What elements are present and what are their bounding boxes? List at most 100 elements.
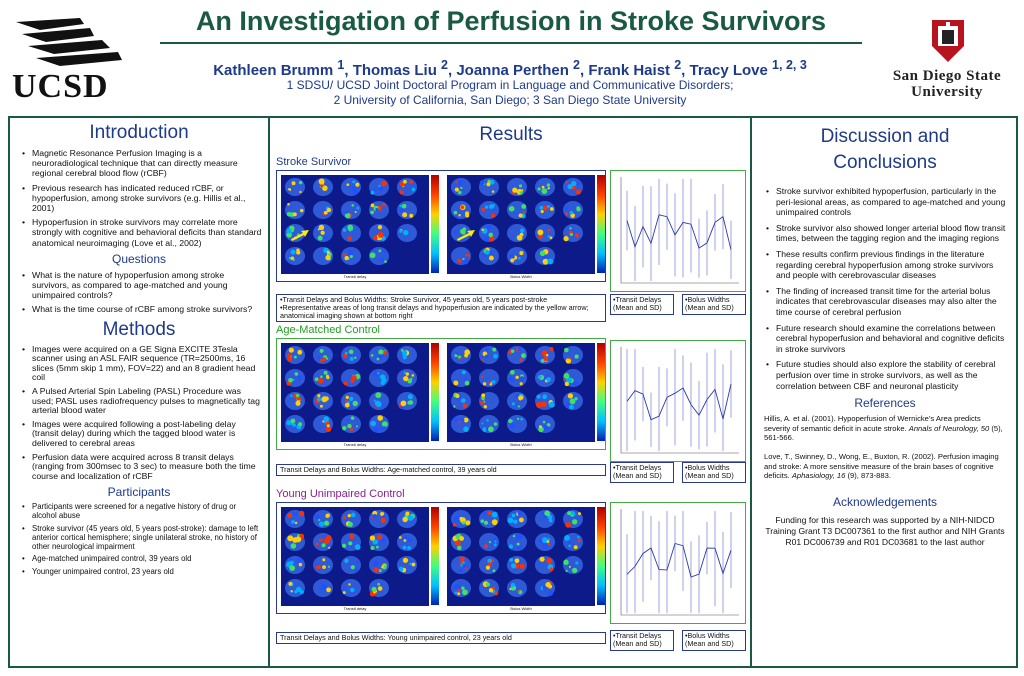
results-column: Results Stroke Survivor Transit delay Bolu… — [272, 118, 752, 666]
perfusion-spot — [286, 211, 292, 217]
participants-heading: Participants — [107, 485, 171, 500]
perfusion-spot — [537, 375, 542, 379]
perfusion-spot — [538, 426, 544, 433]
perfusion-spot — [323, 416, 329, 422]
perfusion-spot — [401, 203, 407, 209]
perfusion-spot — [457, 190, 462, 195]
timecourse-graph-panel — [610, 170, 746, 292]
perfusion-spot — [510, 423, 516, 429]
perfusion-spot — [344, 558, 349, 563]
left-column: Introduction Magnetic Resonance Perfusio… — [10, 118, 270, 666]
perfusion-spot — [484, 520, 489, 525]
perfusion-image-panel: Transit delay Bolus Width — [276, 170, 606, 282]
perfusion-spot — [381, 565, 384, 569]
perfusion-spot — [519, 382, 523, 386]
perfusion-spot — [575, 189, 581, 195]
brain-slice — [341, 579, 361, 597]
perfusion-spot — [369, 252, 376, 259]
perfusion-spot — [521, 353, 526, 359]
perfusion-spot — [350, 565, 355, 570]
perfusion-spot — [292, 512, 296, 516]
participants-item-1: Participants were screened for a negativ… — [22, 503, 262, 521]
perfusion-spot — [290, 418, 296, 424]
perfusion-spot — [289, 565, 296, 572]
perfusion-spot — [344, 402, 350, 408]
perfusion-spot — [517, 417, 520, 420]
sdsu-seal-icon — [932, 20, 964, 62]
perfusion-spot — [319, 348, 324, 353]
perfusion-slices-icon — [285, 178, 417, 265]
perfusion-spot — [287, 356, 293, 362]
perfusion-spot — [508, 418, 513, 424]
perfusion-spot — [377, 224, 383, 230]
brain-slice — [507, 415, 527, 433]
perfusion-spot — [373, 567, 379, 573]
mean-line — [626, 542, 732, 578]
perfusion-spot — [326, 424, 330, 428]
sdsu-logo-text: San Diego State University — [892, 68, 1002, 100]
perfusion-spot — [537, 562, 541, 566]
perfusion-spot — [518, 184, 523, 188]
perfusion-spot — [485, 582, 490, 587]
perfusion-spot — [325, 255, 331, 261]
perfusion-spot — [317, 394, 321, 398]
perfusion-spot — [487, 179, 491, 184]
perfusion-spot — [563, 235, 569, 242]
map-label: Transit delay — [281, 606, 429, 611]
perfusion-spot — [317, 235, 323, 241]
perfusion-spot — [324, 396, 329, 401]
perfusion-spot — [453, 417, 459, 423]
perfusion-spot — [512, 187, 518, 193]
perfusion-image-panel: Transit delay Bolus Width — [276, 338, 606, 450]
perfusion-spot — [399, 208, 406, 214]
perfusion-spot — [539, 250, 546, 257]
reference-2: Love, T., Swinney, D., Wong, E., Buxton,… — [764, 452, 999, 481]
perfusion-spot — [351, 204, 355, 207]
perfusion-spot — [346, 183, 350, 187]
perfusion-spot — [319, 587, 322, 590]
perfusion-spot — [536, 394, 541, 399]
perfusion-spot — [325, 513, 330, 518]
perfusion-spot — [409, 180, 413, 185]
discussion-item-2: Stroke survivor also showed longer arter… — [766, 223, 1010, 244]
perfusion-spot — [522, 210, 526, 214]
methods-list: Images were acquired on a GE Signa EXCIT… — [10, 344, 268, 482]
perfusion-spot — [515, 375, 519, 379]
perfusion-spot — [294, 590, 298, 594]
perfusion-spot — [344, 351, 348, 355]
perfusion-spot — [484, 249, 490, 255]
brain-slice — [341, 556, 361, 574]
perfusion-spot — [290, 590, 293, 593]
perfusion-spot — [288, 347, 294, 353]
perfusion-spot — [563, 373, 570, 379]
methods-item-3: Images were acquired following a post-la… — [22, 419, 262, 449]
perfusion-spot — [453, 380, 459, 386]
perfusion-spot — [577, 536, 580, 539]
perfusion-spot — [521, 204, 527, 209]
perfusion-spot — [378, 349, 384, 355]
perfusion-spot — [479, 180, 485, 186]
perfusion-spot — [351, 375, 357, 381]
perfusion-spot — [480, 519, 484, 523]
perfusion-spot — [486, 419, 489, 422]
perfusion-spot — [490, 204, 495, 209]
perfusion-spot — [289, 206, 293, 209]
perfusion-spot — [373, 189, 376, 192]
map-label: Bolus Width — [447, 442, 595, 447]
perfusion-spot — [411, 187, 416, 192]
color-scale-bar — [431, 507, 439, 605]
perfusion-spot — [488, 588, 494, 593]
title-underline — [160, 42, 862, 44]
perfusion-spot — [568, 540, 571, 544]
perfusion-spot — [287, 353, 291, 358]
perfusion-spot — [455, 394, 460, 398]
participants-list: Participants were screened for a negativ… — [10, 503, 268, 577]
perfusion-spot — [488, 255, 494, 261]
perfusion-spot — [464, 349, 471, 356]
caption-line: Transit Delays and Bolus Widths: Age-mat… — [280, 465, 497, 474]
perfusion-spot — [457, 588, 461, 593]
perfusion-spot — [403, 229, 409, 236]
perfusion-spot — [547, 258, 554, 265]
perfusion-spot — [482, 254, 486, 257]
perfusion-spot — [350, 379, 355, 383]
